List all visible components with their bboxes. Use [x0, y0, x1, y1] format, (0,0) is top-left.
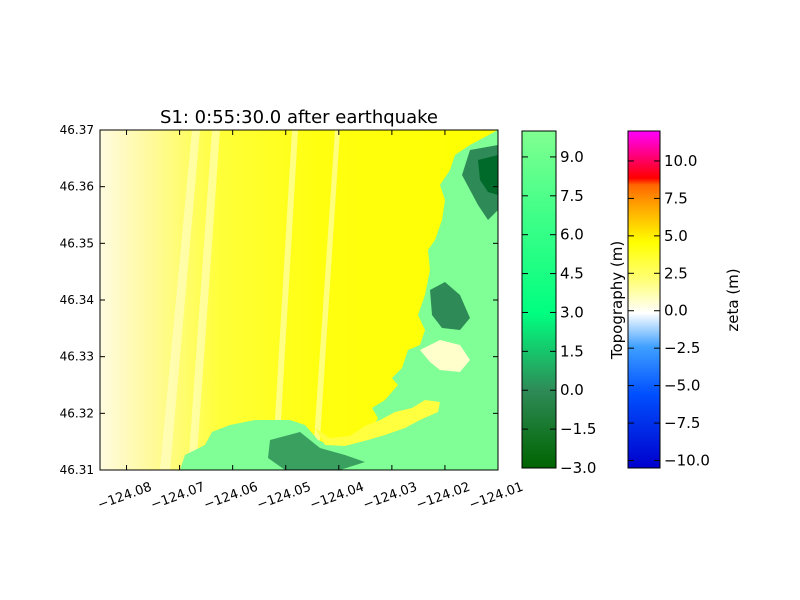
- colorbar-tick-label: −5.0: [664, 377, 700, 395]
- topography-colorbar-gradient: [521, 130, 557, 469]
- colorbar-tick-label: −7.5: [664, 414, 700, 432]
- bay-water: [315, 400, 440, 446]
- colorbar-tick-label: 4.5: [560, 265, 584, 283]
- zeta-colorbar-label: zeta (m): [724, 268, 742, 331]
- zeta-colorbar-gradient: [627, 130, 661, 469]
- inlet-water: [420, 340, 470, 372]
- y-tick-label: 46.32: [60, 406, 94, 420]
- colorbar-tick-label: 0.0: [664, 302, 688, 320]
- x-tick-label: −124.08: [96, 480, 154, 513]
- y-tick-label: 46.34: [60, 293, 94, 307]
- colorbar-tick-label: 2.5: [664, 264, 688, 282]
- y-tick-label: 46.33: [60, 350, 94, 364]
- colorbar-tick-label: −2.5: [664, 339, 700, 357]
- colorbar-tick-label: 10.0: [664, 152, 697, 170]
- y-tick-label: 46.31: [60, 463, 94, 477]
- colorbar-tick-label: 7.5: [664, 189, 688, 207]
- x-tick-label: −124.06: [202, 480, 260, 513]
- chart-title: S1: 0:55:30.0 after earthquake: [160, 107, 438, 128]
- y-tick-label: 46.36: [60, 180, 94, 194]
- colorbar-tick-label: −1.5: [560, 420, 596, 438]
- x-tick-label: −124.07: [149, 480, 207, 513]
- topography-colorbar-ticks: −3.0 −1.5 0.0 1.5 3.0 4.5 6.0 7.5 9.0: [522, 148, 596, 477]
- colorbar-tick-label: 9.0: [560, 148, 584, 166]
- colorbar-tick-label: 7.5: [560, 187, 584, 205]
- x-tick-label: −124.04: [308, 480, 366, 513]
- colorbar-tick-label: 6.0: [560, 226, 584, 244]
- ridge-north-core: [478, 155, 498, 195]
- zeta-colorbar-ticks: −10.0 −7.5 −5.0 −2.5 0.0 2.5 5.0 7.5 10.0: [628, 152, 710, 470]
- ridge-middle: [430, 282, 470, 330]
- x-tick-label: −124.01: [467, 480, 525, 513]
- colorbar-tick-label: 5.0: [664, 227, 688, 245]
- topography-colorbar: −3.0 −1.5 0.0 1.5 3.0 4.5 6.0 7.5 9.0 Topography…: [521, 130, 626, 477]
- y-axis-ticks: 46.31 46.32 46.33 46.34 46.35 46.36 46.37: [60, 123, 498, 477]
- colorbar-tick-label: −3.0: [560, 459, 596, 477]
- heatmap-plot: [100, 130, 498, 470]
- colorbar-tick-label: 0.0: [560, 381, 584, 399]
- y-tick-label: 46.37: [60, 123, 94, 137]
- topography-colorbar-label: Topography (m): [608, 241, 626, 360]
- sandbar-streaks: [160, 130, 340, 470]
- colorbar-tick-label: 3.0: [560, 303, 584, 321]
- x-tick-label: −124.02: [414, 480, 472, 513]
- ridge-south: [268, 432, 365, 470]
- y-tick-label: 46.35: [60, 236, 94, 250]
- x-tick-label: −124.05: [255, 480, 313, 513]
- zeta-colorbar: −10.0 −7.5 −5.0 −2.5 0.0 2.5 5.0 7.5 10.0 zeta (…: [627, 130, 742, 470]
- colorbar-tick-label: 1.5: [560, 342, 584, 360]
- colorbar-tick-label: −10.0: [664, 452, 710, 470]
- x-tick-label: −124.03: [361, 480, 419, 513]
- land-mass: [180, 130, 498, 470]
